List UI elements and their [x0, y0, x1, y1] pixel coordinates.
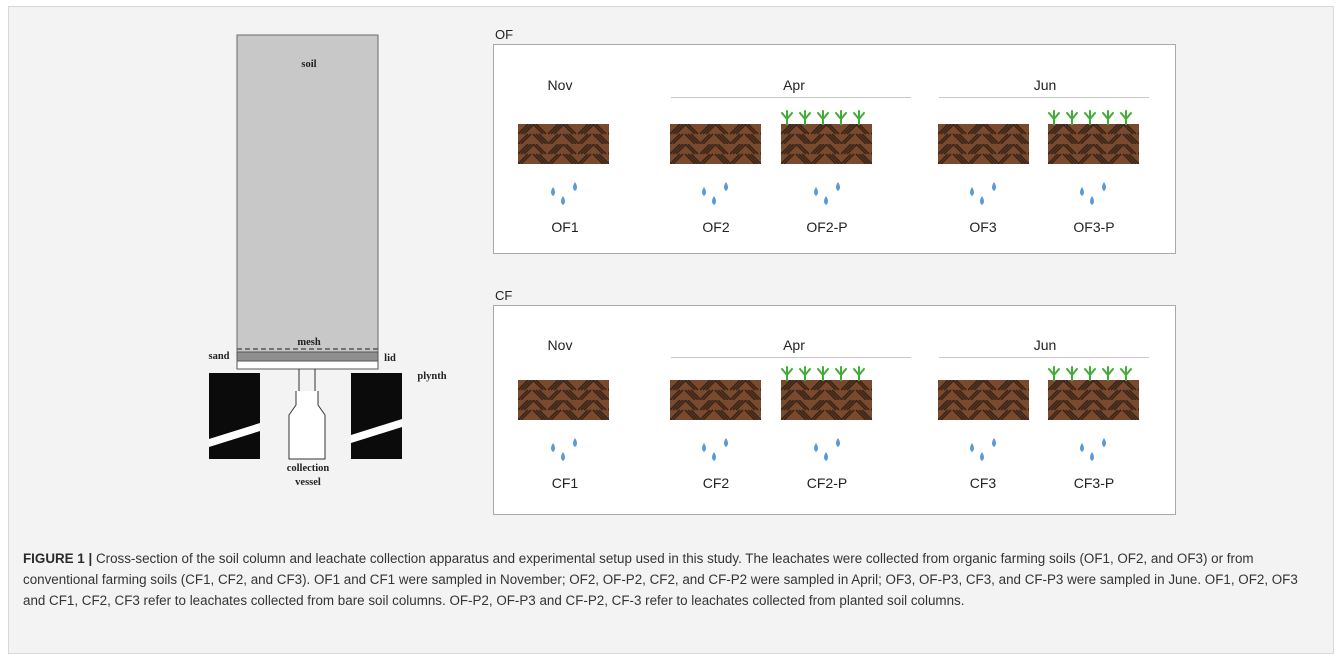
collection-vessel [288, 391, 326, 460]
water-drops-icon [970, 438, 996, 461]
plant-icon [781, 366, 865, 381]
water-drops-icon [814, 438, 840, 461]
plynth-label: plynth [417, 371, 447, 382]
sample-label: OF2-P [806, 219, 848, 235]
sample-label: OF3-P [1073, 219, 1115, 235]
divider-apr-of [671, 97, 911, 98]
mesh-label: mesh [297, 337, 321, 348]
water-drops-icon [702, 182, 728, 205]
plynth-left [209, 373, 260, 459]
sample-label: CF2-P [806, 475, 848, 491]
sample-label: OF2 [702, 219, 730, 235]
water-drops-icon [551, 182, 577, 205]
soil-block [781, 380, 872, 420]
panel-title-cf: CF [495, 288, 513, 303]
month-jun-cf: Jun [1033, 337, 1057, 353]
sample-label: CF3 [969, 475, 997, 491]
divider-jun-cf [939, 357, 1149, 358]
vessel-label: vessel [295, 477, 321, 488]
month-apr-cf: Apr [783, 337, 805, 353]
water-drops-icon [551, 438, 577, 461]
month-nov-cf: Nov [547, 337, 573, 353]
sand-label: sand [208, 351, 230, 362]
soil-column [236, 34, 379, 360]
divider-apr-cf [671, 357, 911, 358]
soil-block [1048, 124, 1139, 164]
sample-label: OF3 [969, 219, 997, 235]
water-drops-icon [1080, 438, 1106, 461]
plynth-right [351, 373, 402, 459]
drain-slot-right [351, 419, 402, 443]
sample-label: CF1 [551, 475, 579, 491]
water-drops-icon [702, 438, 728, 461]
lid [236, 360, 379, 370]
soil-column-apparatus [209, 34, 402, 460]
water-drops-icon [1080, 182, 1106, 205]
soil-block [518, 380, 609, 420]
sample-label: OF1 [551, 219, 579, 235]
divider-jun-of [939, 97, 1149, 98]
soil-label: soil [301, 59, 317, 70]
water-drops-icon [970, 182, 996, 205]
month-jun-of: Jun [1033, 77, 1057, 93]
plant-icon [1048, 110, 1132, 125]
soil-block [781, 124, 872, 164]
soil-block [670, 124, 761, 164]
collection-label: collection [286, 463, 330, 474]
month-nov-of: Nov [547, 77, 573, 93]
panel-title-of: OF [495, 27, 514, 42]
soil-block [938, 380, 1029, 420]
figure-caption: FIGURE 1 | Cross-section of the soil col… [23, 548, 1313, 611]
soil-block [670, 380, 761, 420]
plant-icon [781, 110, 865, 125]
figure-frame: soil mesh sand lid plynth collection ves… [8, 6, 1334, 654]
soil-block [518, 124, 609, 164]
sample-label: CF3-P [1073, 475, 1115, 491]
figure-label: FIGURE 1 | [23, 551, 93, 566]
soil-block [1048, 380, 1139, 420]
outlet-tube [298, 369, 316, 391]
lid-label: lid [384, 353, 396, 364]
sand-layer [236, 351, 379, 362]
month-apr-of: Apr [783, 77, 805, 93]
caption-text: Cross-section of the soil column and lea… [23, 551, 1298, 608]
water-drops-icon [814, 182, 840, 205]
plant-icon [1048, 366, 1132, 381]
soil-block [938, 124, 1029, 164]
sample-label: CF2 [702, 475, 730, 491]
drain-slot-left [209, 423, 260, 447]
